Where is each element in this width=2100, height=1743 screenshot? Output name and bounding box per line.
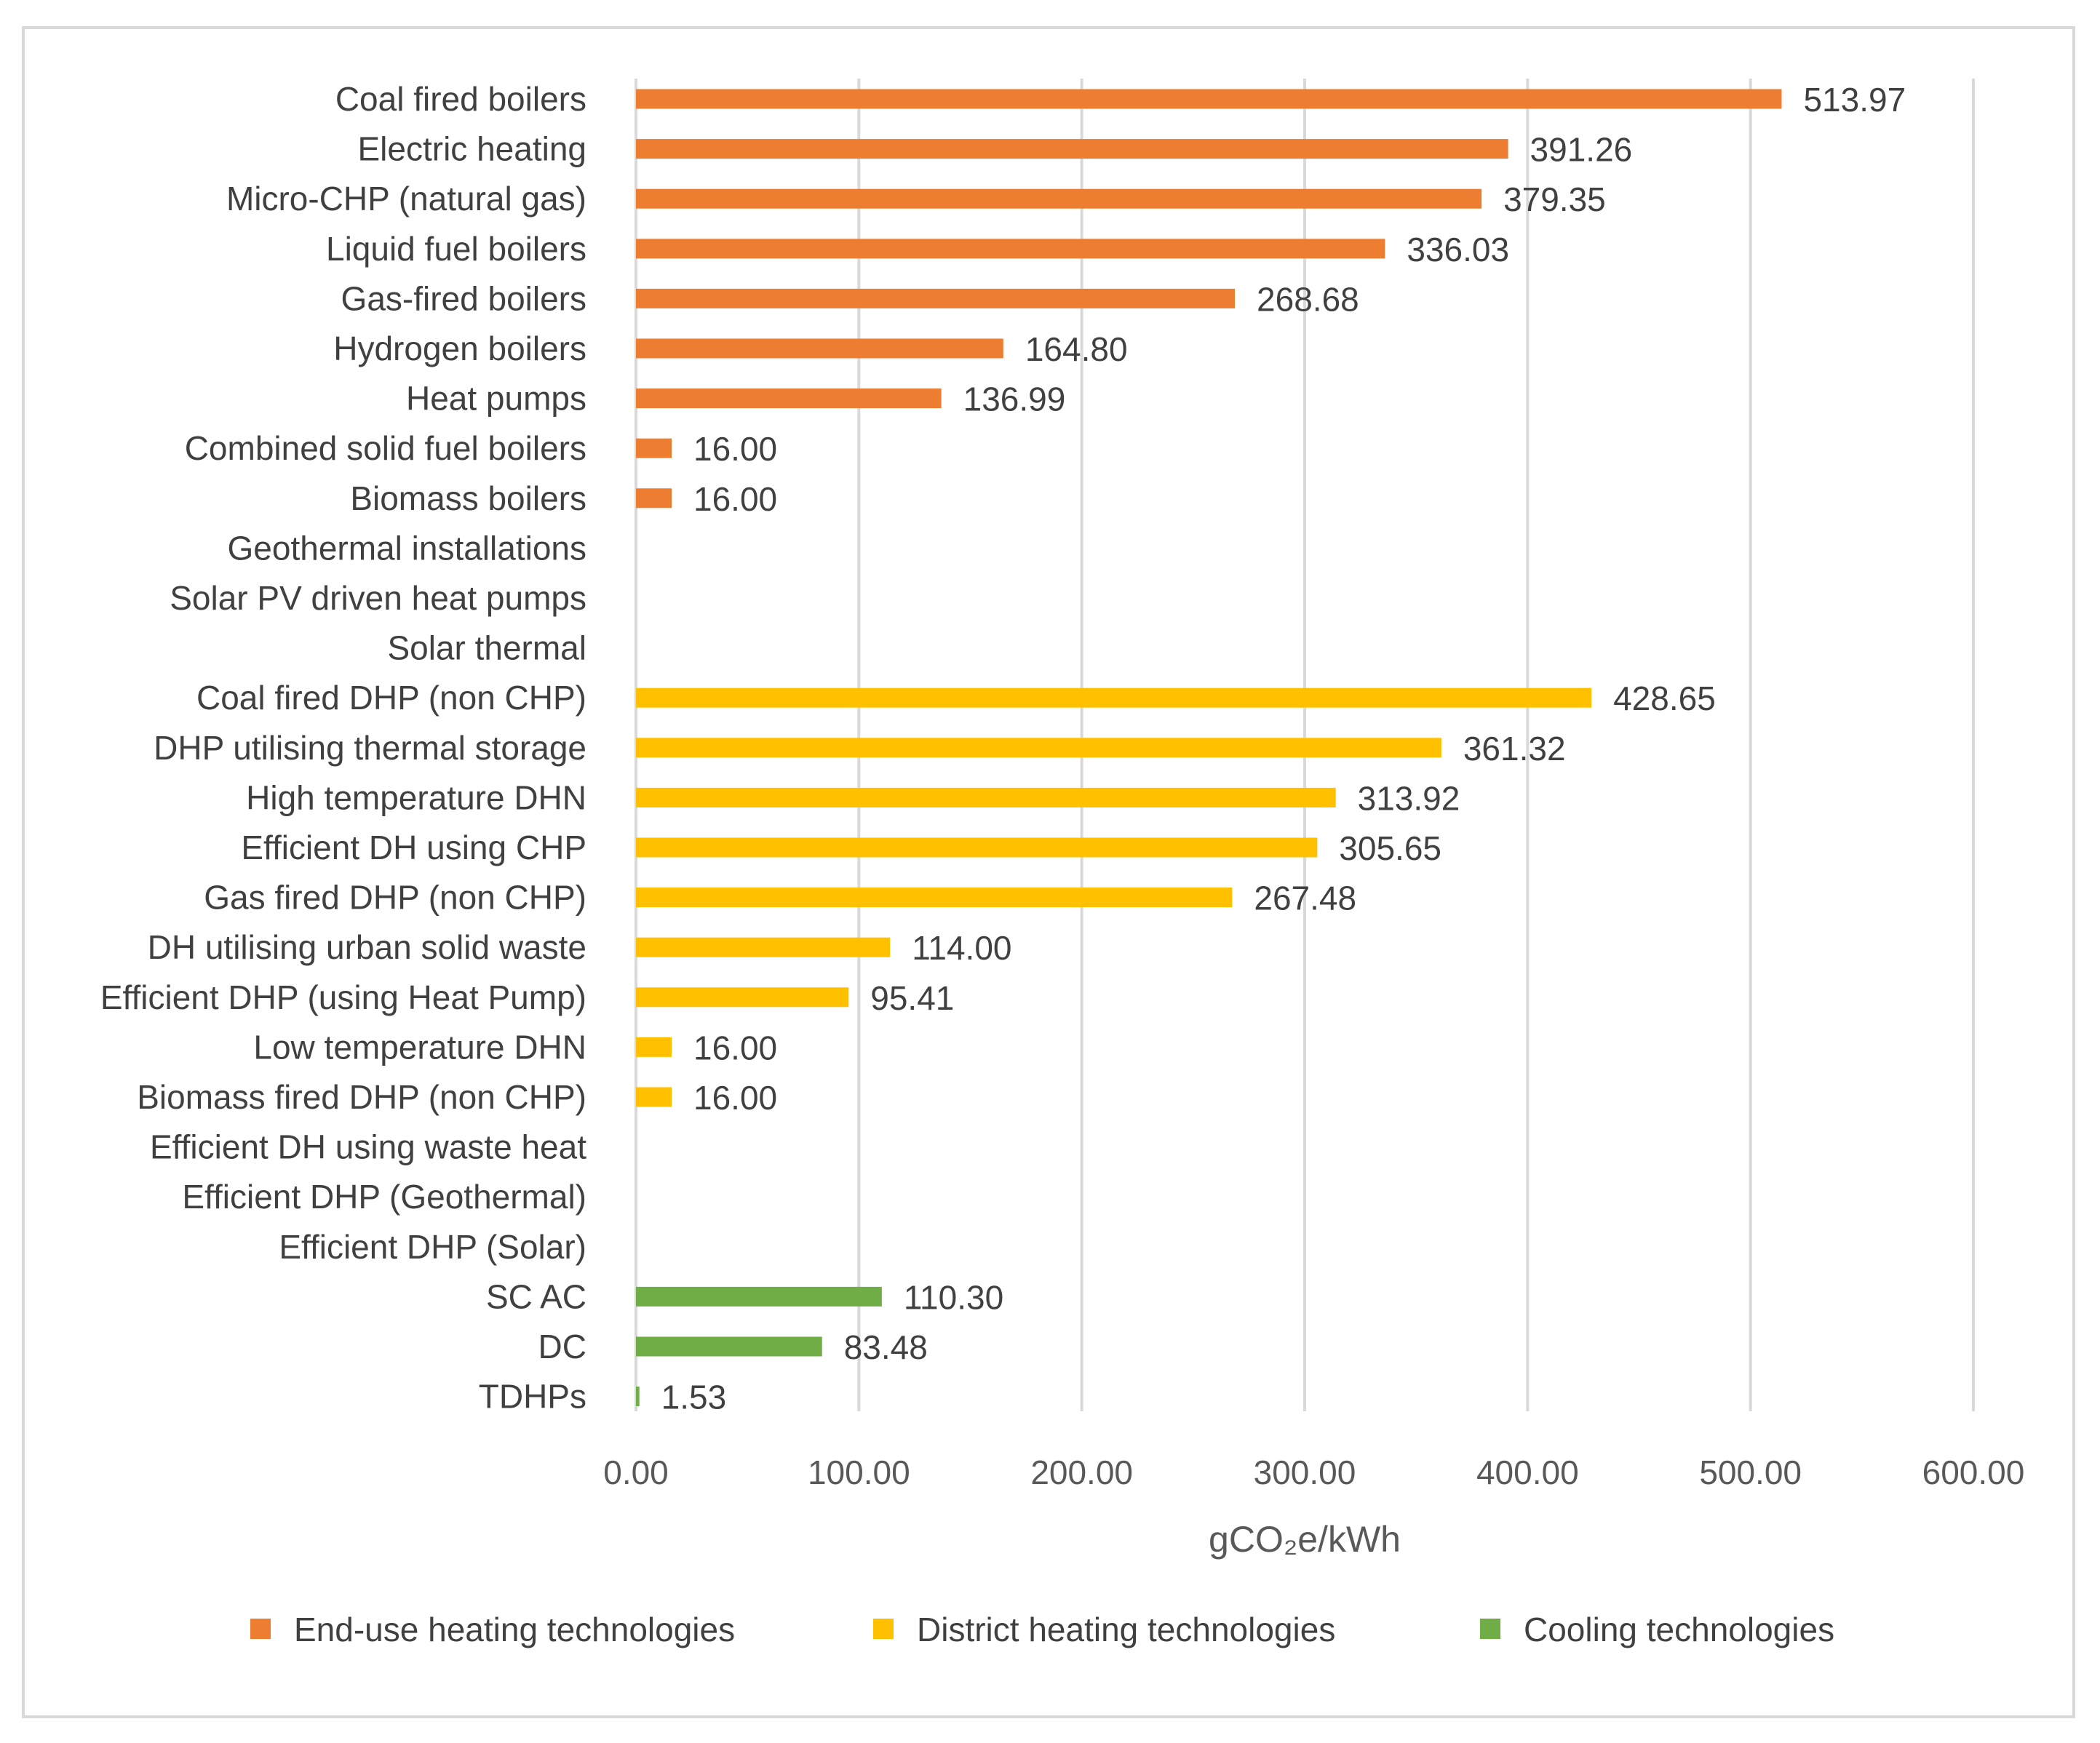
data-label: 114.00	[912, 929, 1011, 967]
x-tick-label: 0.00	[603, 1453, 669, 1491]
category-label: Gas fired DHP (non CHP)	[204, 879, 586, 917]
category-label: Solar thermal	[387, 629, 586, 667]
bar	[636, 738, 1441, 758]
category-label: Coal fired boilers	[335, 80, 586, 118]
x-tick-label: 400.00	[1476, 1453, 1579, 1491]
bar	[636, 388, 942, 409]
category-label: Electric heating	[358, 130, 587, 168]
category-label: Hydrogen boilers	[333, 330, 586, 367]
category-label: Geothermal installations	[228, 529, 586, 567]
x-tick-label: 300.00	[1254, 1453, 1356, 1491]
bar	[636, 888, 1233, 908]
bar	[636, 1037, 672, 1057]
bar	[636, 139, 1508, 159]
legend: End-use heating technologies District hea…	[250, 1611, 1834, 1648]
bar	[636, 787, 1336, 807]
data-label: 136.99	[963, 380, 1066, 418]
bar	[636, 1387, 640, 1407]
data-label: 16.00	[693, 430, 777, 468]
legend-swatch	[250, 1619, 271, 1639]
category-label: TDHPs	[479, 1378, 586, 1416]
data-label: 83.48	[844, 1328, 928, 1366]
category-label: Efficient DH using CHP	[241, 829, 586, 866]
x-axis-ticks: 0.00 100.00 200.00 300.00 400.00 500.00 600.00	[603, 1453, 2024, 1491]
bar	[636, 288, 1236, 308]
bar	[636, 1336, 822, 1357]
category-label: DH utilising urban solid waste	[148, 928, 586, 966]
data-label: 110.30	[904, 1278, 1003, 1316]
bar	[636, 937, 891, 957]
bar	[636, 488, 672, 508]
data-label: 391.26	[1530, 131, 1633, 169]
category-label: DC	[538, 1328, 586, 1365]
category-label: Efficient DHP (using Heat Pump)	[100, 978, 586, 1016]
category-label: Solar PV driven heat pumps	[170, 579, 586, 617]
category-label: Heat pumps	[406, 380, 586, 418]
category-label: Efficient DH using waste heat	[150, 1128, 586, 1166]
bar	[636, 837, 1318, 858]
bar	[636, 188, 1482, 209]
legend-swatch	[873, 1619, 894, 1639]
data-label: 305.65	[1339, 829, 1441, 867]
x-axis-title: gCO₂e/kWh	[1209, 1519, 1401, 1560]
category-label: Efficient DHP (Geothermal)	[182, 1178, 586, 1216]
x-tick-label: 200.00	[1030, 1453, 1133, 1491]
category-label: Efficient DHP (Solar)	[279, 1228, 586, 1266]
bar	[636, 687, 1592, 708]
data-label: 336.03	[1407, 231, 1509, 268]
legend-label: District heating technologies	[917, 1611, 1335, 1648]
category-label: Biomass fired DHP (non CHP)	[137, 1078, 586, 1116]
data-label: 267.48	[1254, 880, 1356, 917]
category-label: Combined solid fuel boilers	[185, 429, 586, 467]
data-label: 513.97	[1803, 81, 1906, 119]
x-tick-label: 100.00	[808, 1453, 910, 1491]
category-label: Gas-fired boilers	[341, 279, 586, 317]
bar	[636, 438, 672, 458]
x-tick-label: 600.00	[1922, 1453, 2025, 1491]
data-labels: 513.97 391.26 379.35 336.03 268.68 164.80 136.…	[661, 81, 1906, 1416]
category-label: High temperature DHN	[246, 778, 586, 816]
bar	[636, 89, 1782, 109]
category-label: Coal fired DHP (non CHP)	[196, 679, 586, 717]
legend-swatch	[1480, 1619, 1500, 1639]
data-label: 313.92	[1358, 779, 1460, 817]
category-label: Low temperature DHN	[253, 1028, 586, 1066]
bar	[636, 1087, 672, 1107]
legend-label: End-use heating technologies	[294, 1611, 735, 1648]
data-label: 379.35	[1503, 180, 1606, 218]
data-label: 16.00	[693, 480, 777, 518]
category-labels: Coal fired boilers Electric heating Micro-…	[100, 80, 586, 1416]
category-label: Liquid fuel boilers	[326, 230, 586, 268]
category-label: Biomass boilers	[350, 479, 586, 517]
bar	[636, 1286, 882, 1307]
category-label: Micro-CHP (natural gas)	[226, 180, 586, 218]
data-label: 361.32	[1463, 730, 1566, 767]
bar	[636, 987, 849, 1008]
x-tick-label: 500.00	[1699, 1453, 1802, 1491]
data-label: 268.68	[1257, 280, 1359, 318]
data-label: 428.65	[1613, 679, 1716, 717]
bar	[636, 338, 1003, 359]
data-label: 1.53	[661, 1379, 727, 1416]
data-label: 95.41	[870, 979, 954, 1017]
bars	[636, 89, 1782, 1407]
data-label: 164.80	[1025, 330, 1128, 368]
bar	[636, 239, 1385, 259]
data-label: 16.00	[693, 1079, 777, 1117]
category-label: DHP utilising thermal storage	[154, 729, 586, 767]
category-label: SC AC	[486, 1277, 586, 1315]
data-label: 16.00	[693, 1029, 777, 1066]
legend-label: Cooling technologies	[1524, 1611, 1834, 1648]
